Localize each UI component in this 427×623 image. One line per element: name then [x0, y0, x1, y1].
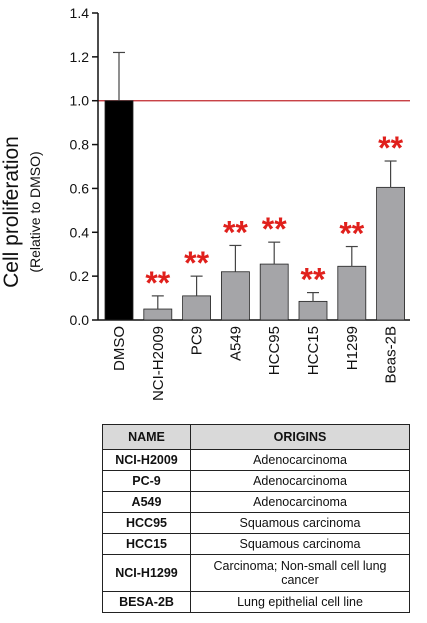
y-tick-label: 0.6 — [70, 180, 90, 196]
cell-name: NCI-H1299 — [102, 554, 191, 592]
cell-name: BESA-2B — [102, 591, 191, 613]
bar — [298, 300, 328, 321]
bar — [337, 265, 367, 321]
x-tick-label: PC9 — [189, 326, 206, 355]
table-row: BESA-2B Lung epithelial cell line — [102, 591, 410, 613]
cell-name: NCI-H2009 — [102, 449, 191, 471]
significance-marker: ** — [223, 214, 248, 250]
y-tick-label: 1.4 — [70, 5, 90, 21]
significance-marker: ** — [262, 211, 287, 247]
cell-name: HCC95 — [102, 512, 191, 534]
cell-name: PC-9 — [102, 470, 191, 492]
significance-marker: ** — [184, 245, 209, 281]
x-tick-label: DMSO — [111, 326, 128, 371]
y-axis-title: Cell proliferation (Relative to DMSO) — [0, 136, 43, 288]
significance-marker: ** — [301, 262, 326, 298]
cell-origin: Squamous carcinoma — [190, 512, 410, 534]
bar — [104, 100, 134, 321]
cell-origin: Adenocarcinoma — [190, 491, 410, 513]
cell-line-table: NAME ORIGINS NCI-H2009 Adenocarcinoma PC… — [102, 424, 410, 613]
table-row: A549 Adenocarcinoma — [102, 491, 410, 513]
y-axis-label: Cell proliferation — [0, 136, 23, 288]
x-tick-label: NCI-H2009 — [150, 326, 167, 401]
significance-marker: ** — [378, 130, 403, 166]
bar — [376, 186, 406, 321]
cell-origin: Lung epithelial cell line — [190, 591, 410, 613]
cell-origin: Adenocarcinoma — [190, 449, 410, 471]
table-row: NCI-H1299 Carcinoma; Non-small cell lung… — [102, 554, 410, 592]
labels: 0.0 0.2 0.4 0.6 0.8 1.0 1.2 1.4 DMSO ** NCI-H2009 *… — [70, 5, 404, 401]
y-tick-label: 0.8 — [70, 137, 90, 153]
significance-marker: ** — [145, 265, 170, 301]
y-axis-sublabel: (Relative to DMSO) — [27, 151, 43, 272]
significance-marker: ** — [339, 216, 364, 252]
cell-origin: Adenocarcinoma — [190, 470, 410, 492]
cell-name: A549 — [102, 491, 191, 513]
cell-origin: Squamous carcinoma — [190, 533, 410, 555]
y-tick-label: 0.2 — [70, 268, 90, 284]
header-name: NAME — [102, 424, 191, 450]
x-tick-label: Beas-2B — [383, 326, 400, 384]
bar — [259, 263, 289, 321]
y-tick-label: 1.0 — [70, 93, 90, 109]
header-origins: ORIGINS — [190, 424, 410, 450]
y-tick-label: 1.2 — [70, 49, 90, 65]
x-tick-label: A549 — [227, 326, 244, 361]
table-row: PC-9 Adenocarcinoma — [102, 470, 410, 492]
table-row: HCC15 Squamous carcinoma — [102, 533, 410, 555]
y-tick-label: 0.4 — [70, 224, 90, 240]
bar — [143, 308, 173, 321]
table-row: HCC95 Squamous carcinoma — [102, 512, 410, 534]
cell-name: HCC15 — [102, 533, 191, 555]
x-tick-label: HCC95 — [266, 326, 283, 375]
table-header-row: NAME ORIGINS — [102, 424, 410, 450]
table-row: NCI-H2009 Adenocarcinoma — [102, 449, 410, 471]
bars — [104, 51, 406, 321]
bar — [182, 295, 212, 321]
y-tick-label: 0.0 — [70, 312, 90, 328]
bar-chart: Cell proliferation (Relative to DMSO) 0.… — [0, 5, 410, 401]
cell-origin: Carcinoma; Non-small cell lung cancer — [190, 554, 410, 592]
bar — [220, 271, 250, 321]
x-tick-label: HCC15 — [305, 326, 322, 375]
x-tick-label: H1299 — [344, 326, 361, 370]
